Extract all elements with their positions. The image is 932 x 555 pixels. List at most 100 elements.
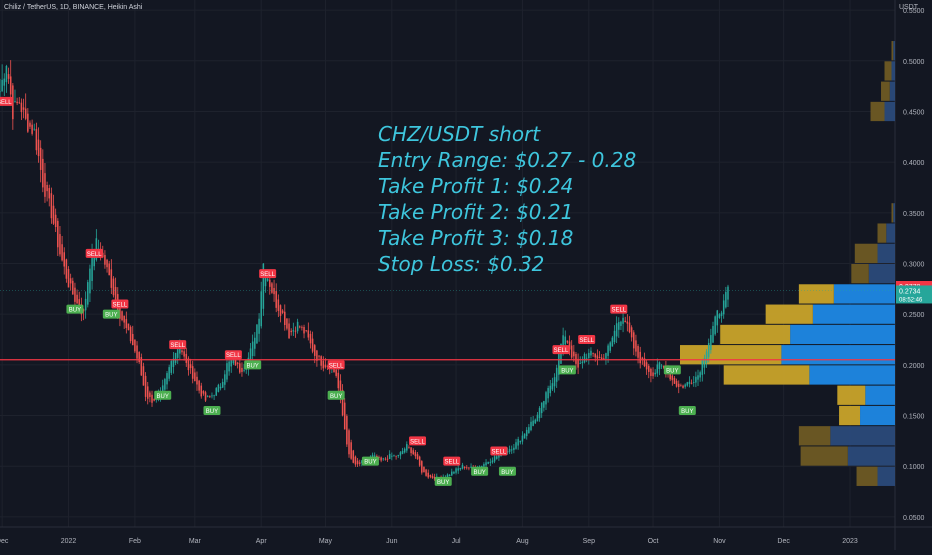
candle-body [684, 384, 686, 387]
candle-body [296, 321, 299, 332]
candle-body [628, 322, 631, 333]
signal-text: SELL [226, 353, 241, 359]
candle-body [361, 460, 363, 464]
candle-body [521, 435, 524, 442]
candle-body [425, 469, 427, 476]
candle-body [348, 430, 350, 455]
candle-body [553, 377, 556, 387]
candle-body [615, 323, 618, 337]
candle-body [399, 452, 402, 456]
buy-signal-label: BUY [471, 466, 489, 476]
candle-body [510, 449, 513, 451]
signal-badge [663, 365, 681, 375]
signal-text: BUY [501, 470, 513, 476]
candle-body [76, 294, 78, 304]
signal-badge [552, 345, 570, 355]
volume-profile-up-bar [877, 466, 895, 486]
candle-body [555, 367, 558, 382]
candle-body [446, 474, 449, 478]
candle-body [459, 467, 462, 470]
candle-body [27, 113, 29, 132]
candle-body [52, 205, 55, 224]
candle-body [433, 476, 436, 480]
candle-body [269, 279, 271, 287]
signal-text: SELL [329, 363, 344, 369]
candle-body [669, 371, 671, 380]
candle-body [104, 254, 106, 265]
candle-body [48, 188, 51, 199]
candle-body [219, 386, 222, 389]
candle-body [534, 419, 537, 424]
volume-profile-up-bar [790, 324, 895, 345]
candle-body [457, 468, 459, 471]
candle-body [142, 366, 145, 386]
signal-badge [224, 350, 242, 360]
candle-body [540, 402, 543, 414]
candle-body [626, 321, 629, 324]
candle-body [284, 311, 286, 326]
countdown-text: 08:52:46 [899, 297, 923, 303]
candle-body [264, 275, 267, 287]
candle-body [200, 385, 203, 397]
y-tick-label: 0.3000 [903, 262, 925, 269]
candle-body [598, 357, 601, 359]
candle-body [290, 330, 292, 333]
candle-body [123, 315, 125, 323]
signal-text: BUY [330, 394, 342, 400]
volume-profile-up-bar [812, 304, 895, 324]
candle-body [164, 379, 166, 390]
candle-body [221, 381, 224, 388]
candle-body [20, 102, 23, 113]
candle-body [408, 447, 410, 449]
candle-body [29, 122, 31, 127]
candle-body [448, 474, 451, 477]
candle-body [414, 452, 417, 457]
symbol-title[interactable]: Chiliz / TetherUS, 1D, BINANCE, Heikin A… [4, 4, 143, 11]
buy-signal-label: BUY [434, 476, 452, 486]
candle-body [688, 381, 691, 384]
x-tick-label: Aug [516, 538, 529, 545]
candle-body [125, 319, 128, 328]
candle-body [495, 456, 498, 459]
candle-body [588, 352, 590, 359]
signal-badge [434, 476, 452, 486]
sell-signal-label: SELL [552, 345, 570, 355]
candle-body [652, 372, 654, 377]
candle-body [352, 450, 355, 463]
signal-text: SELL [113, 303, 128, 309]
candle-body [194, 372, 196, 382]
candle-body [461, 464, 464, 469]
volume-profile-down-bar [877, 223, 887, 243]
volume-profile-up-bar [868, 264, 895, 284]
candle-body [3, 78, 6, 86]
candle-body [677, 383, 680, 387]
candle-body [562, 335, 564, 354]
candle-body [7, 74, 10, 79]
candle-body [630, 327, 633, 338]
candle-body [515, 442, 517, 449]
candle-body [256, 324, 258, 344]
volume-profile-down-bar [854, 243, 878, 263]
candle-body [343, 402, 346, 430]
candle-body [673, 377, 676, 384]
candle-body [451, 471, 453, 476]
volume-profile-up-bar [830, 426, 895, 446]
candle-body [5, 65, 8, 83]
candle-body [22, 107, 25, 110]
candle-body [9, 76, 12, 95]
signal-text: BUY [666, 368, 678, 374]
volume-profile-up-bar [781, 345, 895, 365]
candle-body [69, 278, 72, 284]
candle-body [149, 392, 151, 397]
candle-body [1, 79, 3, 92]
candle-body [288, 323, 290, 339]
candle-body [89, 268, 91, 294]
candle-body [279, 305, 282, 316]
candle-body [705, 351, 708, 363]
candle-body [140, 357, 143, 376]
annotation-line: CHZ/USDT short [378, 122, 541, 146]
buy-signal-label: BUY [498, 466, 516, 476]
candle-body [209, 396, 211, 398]
